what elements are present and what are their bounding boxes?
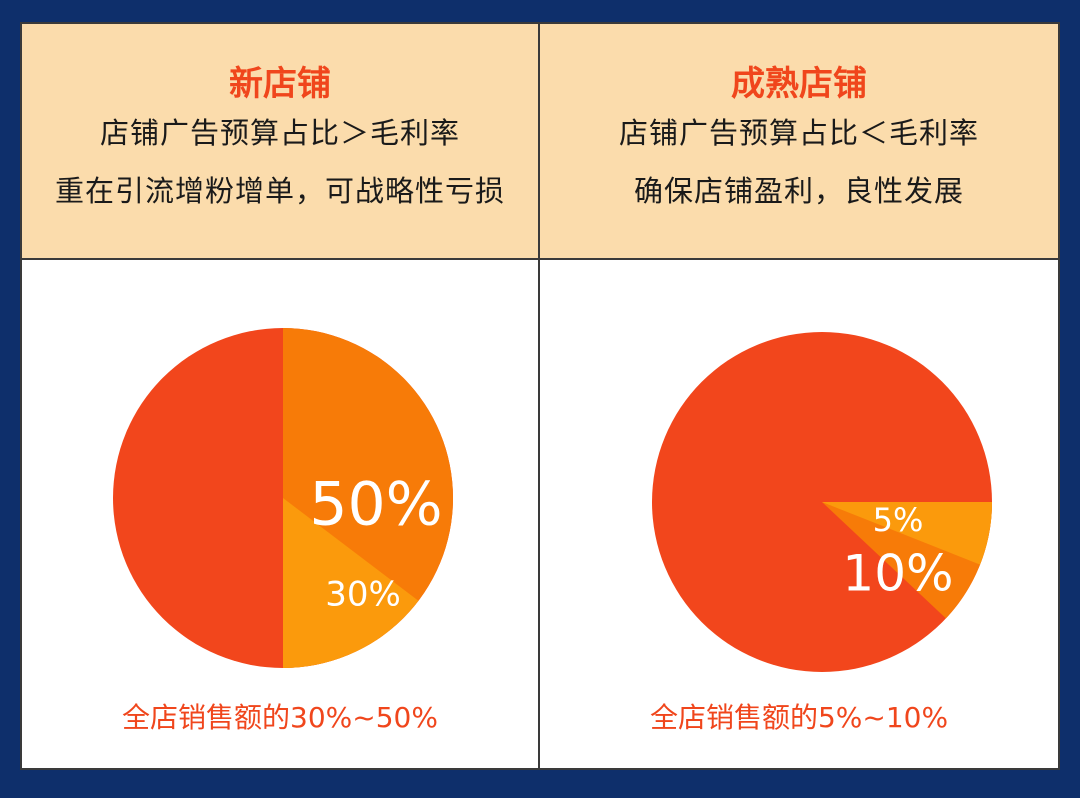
panel-title: 成熟店铺 [731,64,867,104]
panel-line-1: 店铺广告预算占比＞毛利率 [99,116,460,150]
panel-mature-store: 成熟店铺 店铺广告预算占比＜毛利率 确保店铺盈利，良性发展 5% 10% 全店销售… [540,24,1058,768]
comparison-frame: 新店铺 店铺广告预算占比＞毛利率 重在引流增粉增单，可战略性亏损 50% 30% … [20,22,1060,770]
footer-text: 全店销售额的30%~50% [122,701,438,734]
pie-chart-mature-store: 5%10% [652,332,992,672]
panel-header: 新店铺 店铺广告预算占比＞毛利率 重在引流增粉增单，可战略性亏损 [22,24,538,260]
slice-label-30: 30% [325,575,401,615]
panel-title: 新店铺 [229,64,331,104]
panel-line-2: 确保店铺盈利，良性发展 [633,174,964,208]
pie-chart-new-store: 50% 30% [113,328,453,668]
slice-label-10: 10% [842,545,953,603]
panel-new-store: 新店铺 店铺广告预算占比＞毛利率 重在引流增粉增单，可战略性亏损 50% 30% … [22,24,540,768]
slice-label-50: 50% [309,470,442,540]
panel-line-2: 重在引流增粉增单，可战略性亏损 [54,174,505,208]
panel-header: 成熟店铺 店铺广告预算占比＜毛利率 确保店铺盈利，良性发展 [540,24,1058,260]
panel-line-1: 店铺广告预算占比＜毛利率 [618,116,979,150]
footer-text: 全店销售额的5%~10% [649,701,949,734]
slice-label-5: 5% [873,501,924,539]
pie-slice-30 [283,498,419,668]
pie-slice-5 [822,502,992,565]
